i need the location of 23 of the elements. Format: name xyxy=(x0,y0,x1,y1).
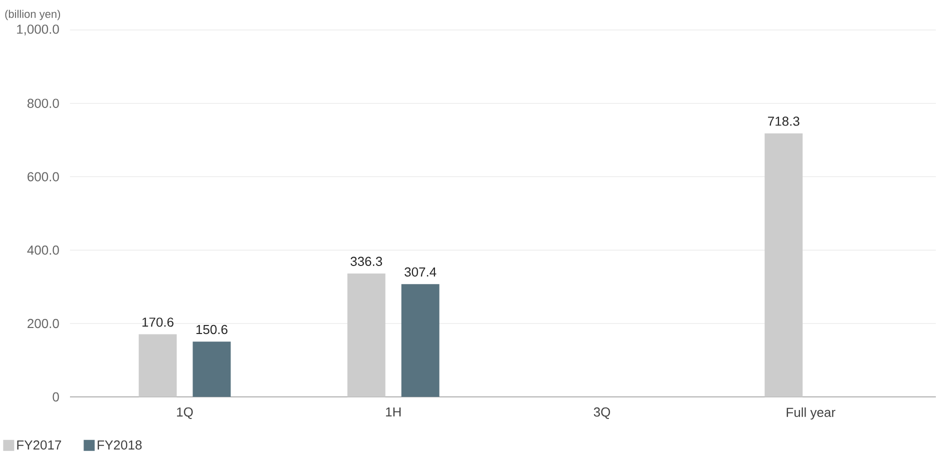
data-label: 170.6 xyxy=(142,318,174,327)
y-tick-label: 1,000.0 xyxy=(17,24,59,36)
y-tick-label: 800.0 xyxy=(27,98,59,108)
bar xyxy=(764,133,803,397)
y-tick-label: 0 xyxy=(52,392,59,402)
x-tick-label: 1Q xyxy=(177,407,193,420)
y-tick-label: 600.0 xyxy=(28,172,59,182)
y-axis-title: (billion yen) xyxy=(5,10,60,20)
bar xyxy=(401,284,440,397)
legend-label: FY2017 xyxy=(17,440,62,450)
data-label: 150.6 xyxy=(196,324,228,334)
bar xyxy=(192,342,231,397)
legend-label: FY2018 xyxy=(98,440,142,450)
data-label: 336.3 xyxy=(350,256,382,266)
bar xyxy=(138,334,177,397)
y-tick-label: 200.0 xyxy=(28,318,59,328)
x-tick-label: 3Q xyxy=(594,407,610,420)
bar xyxy=(347,274,386,397)
data-label: 718.3 xyxy=(768,116,800,126)
x-tick-label: Full year xyxy=(786,407,836,420)
y-tick-label: 400.0 xyxy=(27,246,59,255)
x-tick-label: 1H xyxy=(386,407,401,416)
data-label: 307.4 xyxy=(404,267,436,277)
